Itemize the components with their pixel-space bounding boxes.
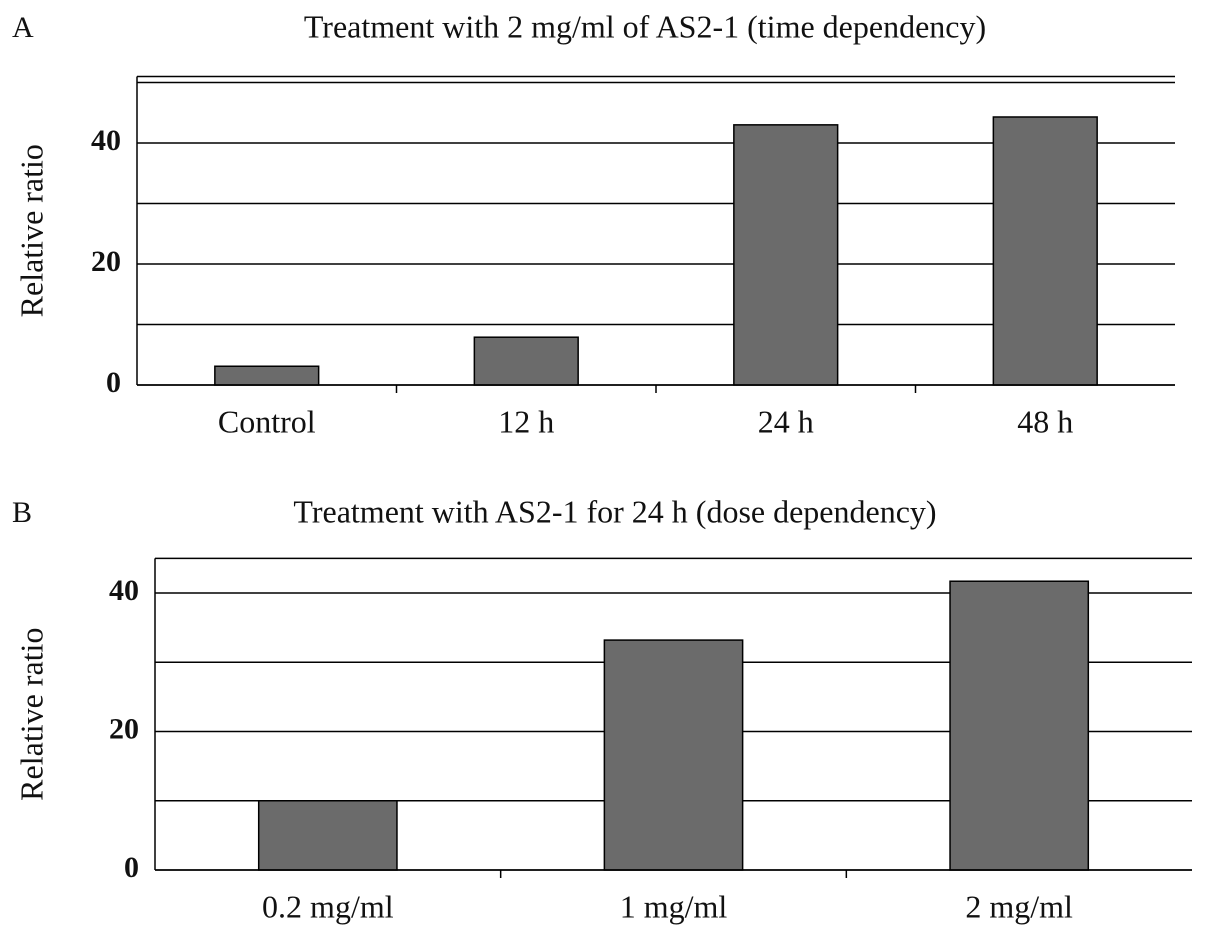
bar: [603, 639, 744, 871]
x-tick-label: 1 mg/ml: [620, 888, 728, 924]
panel-label: B: [12, 496, 32, 529]
bar: [949, 580, 1090, 871]
panel-label: A: [12, 11, 34, 44]
y-axis-label: Relative ratio: [13, 144, 49, 317]
bar: [214, 365, 320, 386]
x-tick-label: 12 h: [498, 403, 554, 439]
x-tick-label: 0.2 mg/ml: [262, 888, 394, 924]
x-tick-label: 24 h: [758, 403, 814, 439]
y-tick-label: 40: [91, 124, 121, 157]
bar: [473, 336, 579, 386]
bar: [257, 800, 398, 871]
bar: [992, 116, 1098, 386]
y-tick-label: 0: [106, 366, 121, 399]
chart-title: Treatment with AS2-1 for 24 h (dose depe…: [293, 493, 936, 529]
x-tick-label: 2 mg/ml: [965, 888, 1073, 924]
x-tick-label: Control: [218, 403, 316, 439]
chart-title: Treatment with 2 mg/ml of AS2-1 (time de…: [304, 8, 986, 44]
bar: [733, 124, 839, 386]
y-tick-label: 40: [109, 574, 139, 607]
y-tick-label: 20: [91, 245, 121, 278]
y-tick-label: 0: [124, 851, 139, 884]
y-axis-label: Relative ratio: [13, 628, 49, 801]
x-tick-label: 48 h: [1017, 403, 1073, 439]
y-tick-label: 20: [109, 712, 139, 745]
